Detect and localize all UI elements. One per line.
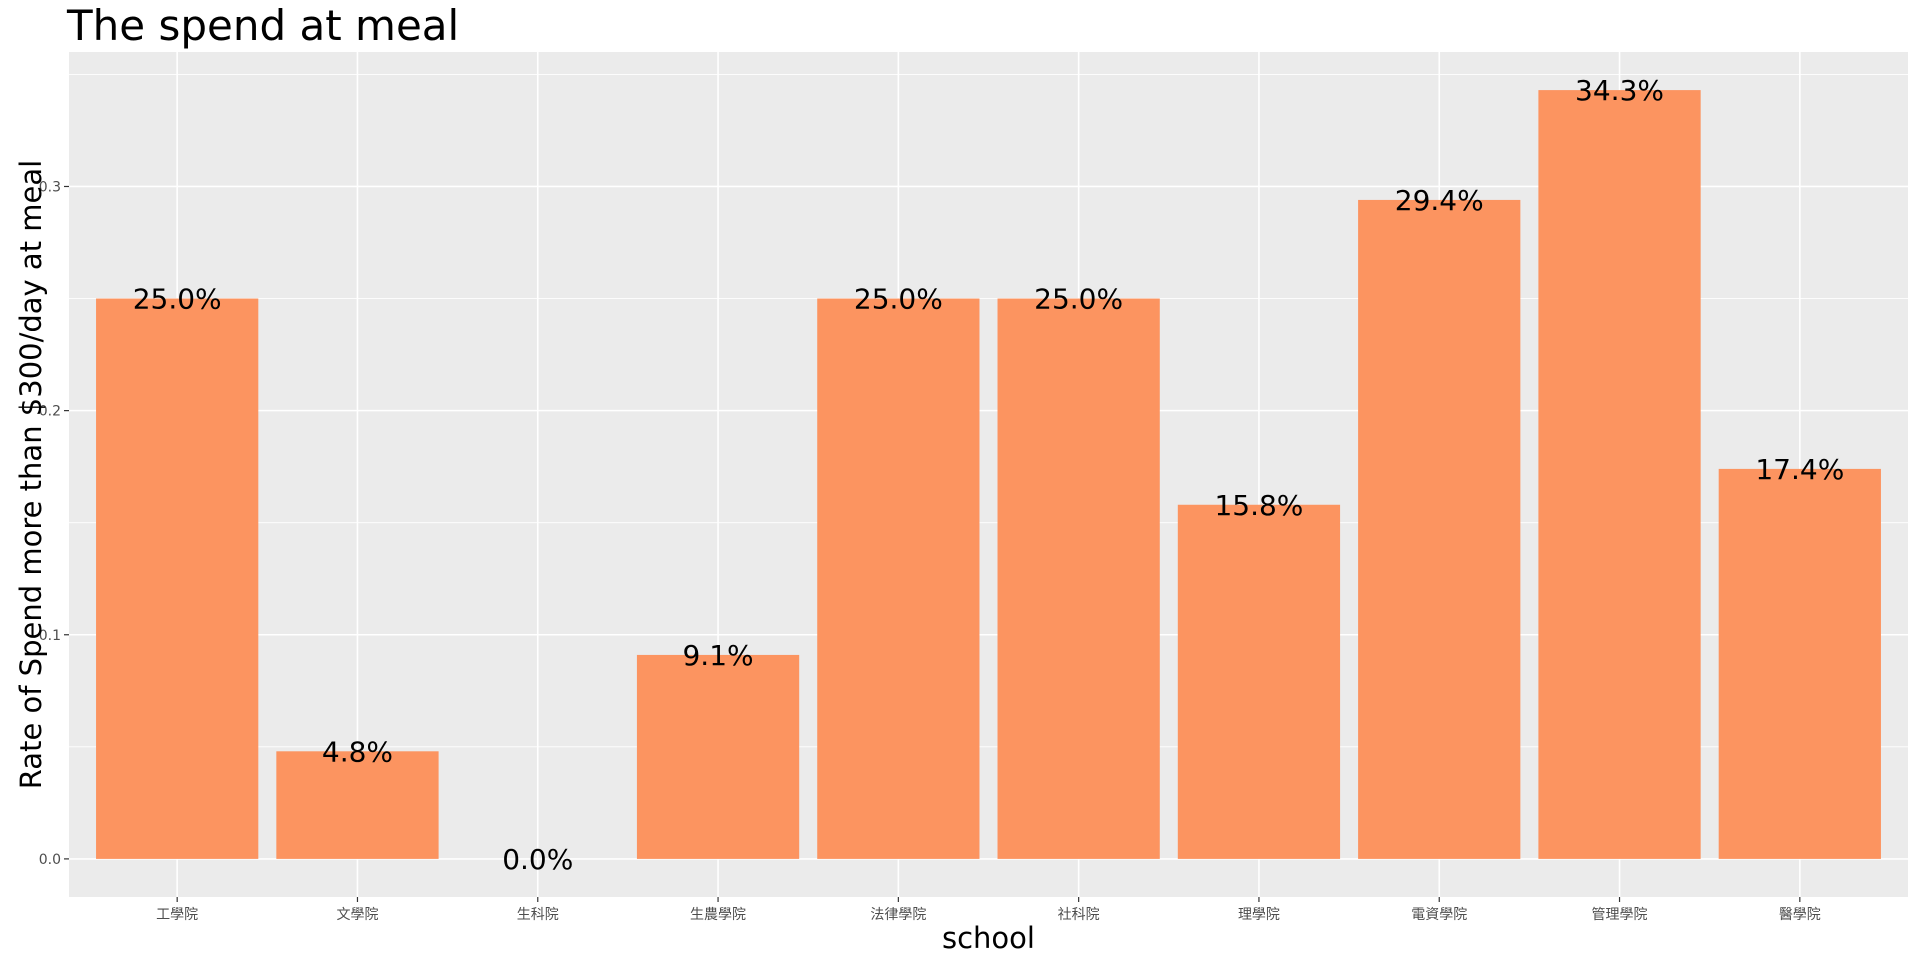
bars	[96, 90, 1881, 859]
data-label: 15.8%	[1214, 489, 1303, 522]
y-tick-label: 0.0	[39, 852, 61, 868]
x-tick-label: 管理學院	[1592, 907, 1648, 923]
bar	[1718, 468, 1881, 859]
data-label: 29.4%	[1395, 184, 1484, 217]
bar	[276, 751, 439, 859]
x-tick-label: 生農學院	[690, 907, 746, 923]
x-tick-label: 醫學院	[1779, 907, 1821, 923]
x-tick-label: 工學院	[156, 907, 198, 923]
data-label: 25.0%	[133, 283, 222, 316]
y-tick-label: 0.2	[39, 404, 61, 420]
data-label: 4.8%	[322, 735, 393, 768]
x-tick-label: 法律學院	[870, 907, 926, 923]
data-label: 17.4%	[1755, 453, 1844, 486]
bar	[96, 298, 259, 859]
y-axis-ticks: 0.0 0.1 0.2 0.3	[39, 179, 69, 868]
y-tick-label: 0.1	[39, 628, 61, 644]
bar	[1538, 90, 1701, 859]
bar	[997, 298, 1160, 859]
data-labels: 25.0% 4.8% 0.0% 9.1% 25.0% 25.0% 15.8% 29.4% 34.…	[133, 74, 1845, 876]
data-label: 0.0%	[502, 843, 573, 876]
x-tick-label: 文學院	[336, 907, 378, 923]
y-tick-label: 0.3	[39, 179, 61, 195]
y-axis-title: Rate of Spend more than $300/day at meal	[14, 160, 48, 789]
bar	[1358, 199, 1521, 859]
data-label: 25.0%	[854, 283, 943, 316]
bar	[636, 654, 800, 859]
bar	[817, 298, 980, 859]
data-label: 25.0%	[1034, 283, 1123, 316]
x-tick-label: 生科院	[517, 907, 559, 923]
x-axis-title: school	[942, 921, 1035, 955]
x-tick-label: 電資學院	[1411, 907, 1467, 923]
x-axis-ticks: 工學院 文學院 生科院 生農學院 法律學院 社科院 理學院 電資學院 管理學院 醫學院	[156, 897, 1821, 923]
chart-title: The spend at meal	[66, 1, 459, 50]
x-tick-label: 社科院	[1058, 907, 1100, 923]
x-tick-label: 理學院	[1238, 907, 1280, 923]
bar	[1177, 504, 1341, 859]
data-label: 34.3%	[1575, 74, 1664, 107]
data-label: 9.1%	[682, 639, 753, 672]
